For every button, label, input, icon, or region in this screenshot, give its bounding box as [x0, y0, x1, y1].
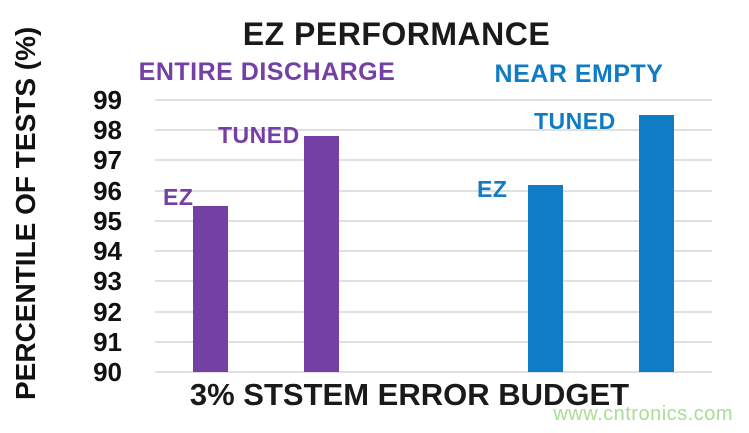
bar-label-near-empty-tuned: TUNED — [534, 108, 616, 134]
y-tick-label: 96 — [93, 175, 122, 206]
y-tick-label: 98 — [93, 115, 122, 146]
y-tick-label: 91 — [93, 326, 122, 357]
bar-label-entire-discharge-ez: EZ — [163, 184, 194, 210]
gridline — [155, 159, 712, 162]
bar-label-entire-discharge-tuned: TUNED — [218, 122, 300, 148]
gridline — [155, 310, 712, 313]
chart-title: EZ PERFORMANCE — [242, 16, 551, 52]
y-tick-label: 90 — [93, 357, 122, 387]
gridline — [155, 340, 712, 343]
bar-entire-discharge-ez — [193, 205, 228, 372]
y-tick-label: 92 — [93, 296, 122, 327]
y-tick-label: 95 — [93, 205, 122, 236]
gridline — [155, 371, 712, 373]
bar-entire-discharge-tuned — [304, 136, 339, 372]
y-tick-label: 94 — [93, 236, 122, 267]
gridline — [155, 280, 712, 283]
group-label-near-empty: NEAR EMPTY — [494, 60, 664, 88]
gridline — [155, 129, 712, 132]
gridline — [155, 219, 712, 222]
group-label-entire-discharge: ENTIRE DISCHARGE — [138, 58, 396, 86]
x-axis-title: 3% STSTEM ERROR BUDGET — [189, 377, 630, 412]
plot-area — [155, 99, 712, 373]
gridline — [155, 250, 712, 253]
bar-label-near-empty-ez: EZ — [477, 176, 508, 202]
gridline — [155, 189, 712, 192]
watermark: www.cntronics.com — [553, 403, 733, 425]
y-axis-ticks: 99 98 97 96 95 94 93 92 91 90 — [0, 87, 122, 385]
y-tick-label: 97 — [93, 145, 122, 176]
y-tick-label: 93 — [93, 266, 122, 297]
bar-near-empty-ez — [528, 184, 563, 372]
bar-near-empty-tuned — [639, 115, 674, 372]
y-tick-label: 99 — [93, 85, 122, 115]
gridline — [155, 99, 712, 101]
